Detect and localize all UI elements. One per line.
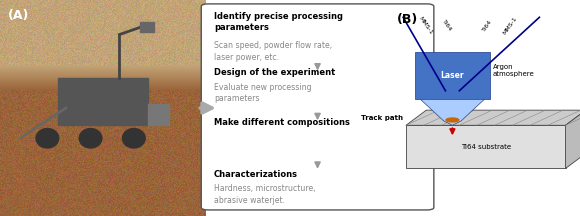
Text: Evaluate new processing
parameters: Evaluate new processing parameters — [214, 83, 311, 103]
Text: (A): (A) — [8, 9, 30, 22]
Ellipse shape — [122, 129, 145, 148]
Bar — [406, 125, 566, 168]
Text: Ti64: Ti64 — [441, 19, 452, 33]
Bar — [415, 52, 490, 99]
Bar — [148, 104, 169, 125]
Text: Identify precise processing
parameters: Identify precise processing parameters — [214, 12, 343, 32]
Ellipse shape — [79, 129, 102, 148]
Polygon shape — [566, 110, 580, 168]
Text: Make different compositions: Make different compositions — [214, 118, 350, 127]
Text: Design of the experiment: Design of the experiment — [214, 68, 335, 77]
Text: Scan speed, powder flow rate,
laser power, etc.: Scan speed, powder flow rate, laser powe… — [214, 41, 332, 62]
Ellipse shape — [446, 118, 459, 122]
Bar — [140, 22, 154, 32]
Bar — [57, 78, 148, 125]
Polygon shape — [406, 110, 580, 125]
Text: Ti64 substrate: Ti64 substrate — [461, 144, 511, 150]
Text: Track path: Track path — [361, 115, 403, 121]
Text: Ti64: Ti64 — [481, 19, 493, 33]
Text: MMS-1: MMS-1 — [418, 16, 434, 36]
Text: Hardness, microstructure,
abrasive waterjet.: Hardness, microstructure, abrasive water… — [214, 184, 316, 205]
Ellipse shape — [36, 129, 59, 148]
Text: Laser: Laser — [441, 71, 464, 80]
FancyBboxPatch shape — [201, 4, 434, 210]
Text: Characterizations: Characterizations — [214, 170, 298, 179]
Polygon shape — [420, 99, 484, 125]
Text: MMS-1: MMS-1 — [502, 16, 518, 36]
Text: (B): (B) — [397, 13, 419, 26]
Text: Argon
atmosphere: Argon atmosphere — [493, 64, 535, 77]
